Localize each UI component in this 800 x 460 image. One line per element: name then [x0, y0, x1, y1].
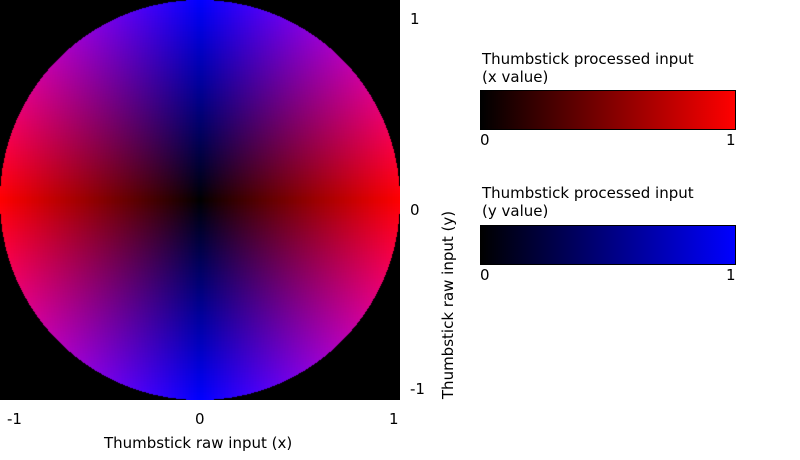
y-tick-middle: 0	[410, 201, 420, 219]
x-axis-label: Thumbstick raw input (x)	[104, 434, 293, 452]
legend-x-color-bar	[480, 90, 736, 130]
legend-y-color-bar	[480, 225, 736, 265]
thumbstick-input-plot	[0, 0, 400, 400]
legend-x-title-line1: Thumbstick processed input	[482, 50, 694, 68]
y-axis-label: Thumbstick raw input (y)	[439, 210, 457, 400]
y-tick-top: 1	[410, 10, 420, 28]
legend-x-max-label: 1	[726, 131, 736, 149]
legend-y-title-line2: (y value)	[482, 202, 549, 220]
legend-y-min-label: 0	[480, 266, 490, 284]
x-tick-right: 1	[389, 410, 399, 428]
x-tick-middle: 0	[195, 410, 205, 428]
legend-y-max-label: 1	[726, 266, 736, 284]
legend-y-title-line1: Thumbstick processed input	[482, 184, 694, 202]
y-tick-bottom: -1	[410, 380, 425, 398]
legend-x-title-line2: (x value)	[482, 68, 549, 86]
legend-x-min-label: 0	[480, 131, 490, 149]
x-tick-left: -1	[7, 410, 22, 428]
radial-color-map	[0, 0, 400, 400]
